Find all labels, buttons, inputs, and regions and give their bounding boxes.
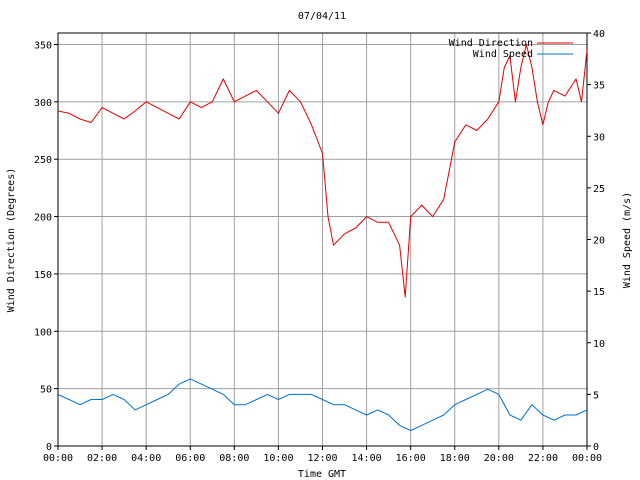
x-tick-label: 06:00 — [175, 453, 205, 464]
y-right-tick-label: 30 — [593, 132, 605, 143]
y-right-tick-label: 10 — [593, 339, 605, 350]
y-right-tick-label: 5 — [593, 390, 599, 401]
x-axis-label: Time GMT — [298, 469, 346, 480]
y-left-tick-label: 100 — [34, 327, 52, 338]
y-left-tick-label: 300 — [34, 98, 52, 109]
series-line-wind-speed — [57, 378, 588, 431]
x-tick-label: 10:00 — [263, 453, 293, 464]
x-tick-label: 00:00 — [572, 453, 602, 464]
x-tick-label: 08:00 — [219, 453, 249, 464]
legend-label: Wind Speed — [473, 49, 533, 60]
y-right-tick-label: 15 — [593, 287, 605, 298]
y-axis-label-left: Wind Direction (Degrees) — [6, 168, 17, 313]
y-left-tick-label: 350 — [34, 40, 52, 51]
y-right-tick-label: 35 — [593, 81, 605, 92]
chart-title: 07/04/11 — [298, 11, 346, 22]
y-right-tick-label: 25 — [593, 184, 605, 195]
x-tick-label: 04:00 — [131, 453, 161, 464]
series-line-wind-direction — [57, 44, 588, 298]
x-tick-label: 14:00 — [352, 453, 382, 464]
grid-lines — [58, 33, 587, 446]
x-tick-label: 02:00 — [87, 453, 117, 464]
x-tick-label: 16:00 — [396, 453, 426, 464]
y-left-tick-label: 0 — [46, 442, 52, 453]
x-tick-label: 00:00 — [43, 453, 73, 464]
axis-ticks: 00:00 02:00 04:00 06:00 08:00 10:00 12:00 14:00… — [34, 29, 605, 464]
y-right-tick-label: 40 — [593, 29, 605, 40]
y-axis-label-right: Wind Speed (m/s) — [622, 192, 633, 288]
y-right-tick-label: 20 — [593, 236, 605, 247]
y-left-tick-label: 50 — [40, 385, 52, 396]
x-tick-label: 12:00 — [307, 453, 337, 464]
y-left-tick-label: 150 — [34, 270, 52, 281]
x-tick-label: 20:00 — [484, 453, 514, 464]
y-left-tick-label: 250 — [34, 155, 52, 166]
y-left-tick-label: 200 — [34, 213, 52, 224]
legend-label: Wind Direction — [449, 38, 533, 49]
x-tick-label: 18:00 — [440, 453, 470, 464]
x-tick-label: 22:00 — [528, 453, 558, 464]
y-right-tick-label: 0 — [593, 442, 599, 453]
series-lines — [57, 44, 588, 431]
